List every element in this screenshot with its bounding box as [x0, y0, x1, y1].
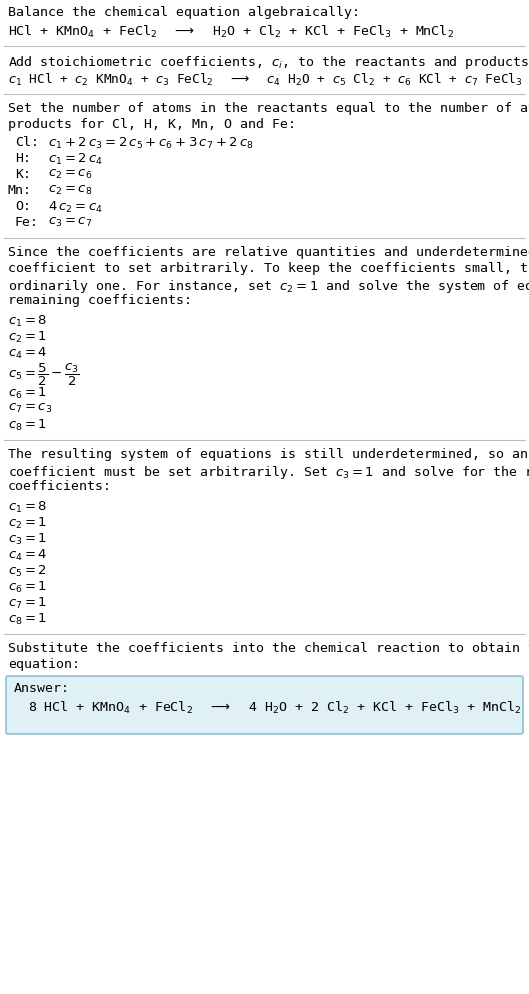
Text: $c_7 = c_3$: $c_7 = c_3$	[8, 402, 52, 415]
Text: $c_7 = 1$: $c_7 = 1$	[8, 596, 47, 611]
Text: $c_3 = c_7$: $c_3 = c_7$	[48, 216, 92, 229]
Text: $c_3 = 1$: $c_3 = 1$	[8, 532, 47, 547]
Text: Balance the chemical equation algebraically:: Balance the chemical equation algebraica…	[8, 6, 360, 19]
Text: $c_1$ HCl + $c_2$ KMnO$_4$ + $c_3$ FeCl$_2$  $\longrightarrow$  $c_4$ H$_2$O + $: $c_1$ HCl + $c_2$ KMnO$_4$ + $c_3$ FeCl$…	[8, 72, 529, 88]
Text: $c_2 = 1$: $c_2 = 1$	[8, 516, 47, 531]
Text: Mn:: Mn:	[8, 184, 32, 197]
Text: $c_1 = 8$: $c_1 = 8$	[8, 314, 47, 329]
Text: $c_2 = 1$: $c_2 = 1$	[8, 330, 47, 345]
Text: coefficient to set arbitrarily. To keep the coefficients small, the arbitrary va: coefficient to set arbitrarily. To keep …	[8, 262, 529, 275]
Text: products for Cl, H, K, Mn, O and Fe:: products for Cl, H, K, Mn, O and Fe:	[8, 118, 296, 131]
Text: H:: H:	[15, 152, 31, 165]
Text: ordinarily one. For instance, set $c_2 = 1$ and solve the system of equations fo: ordinarily one. For instance, set $c_2 =…	[8, 278, 529, 295]
Text: $c_1 + 2\,c_3 = 2\,c_5 + c_6 + 3\,c_7 + 2\,c_8$: $c_1 + 2\,c_3 = 2\,c_5 + c_6 + 3\,c_7 + …	[48, 136, 254, 151]
Text: $c_2 = c_6$: $c_2 = c_6$	[48, 168, 93, 181]
Text: $c_4 = 4$: $c_4 = 4$	[8, 548, 48, 563]
Text: Fe:: Fe:	[15, 216, 39, 229]
Text: $c_8 = 1$: $c_8 = 1$	[8, 612, 47, 627]
Text: $c_6 = 1$: $c_6 = 1$	[8, 386, 47, 402]
Text: $c_6 = 1$: $c_6 = 1$	[8, 580, 47, 595]
Text: equation:: equation:	[8, 658, 80, 671]
Text: K:: K:	[15, 168, 31, 181]
Text: The resulting system of equations is still underdetermined, so an additional: The resulting system of equations is sti…	[8, 448, 529, 461]
FancyBboxPatch shape	[6, 676, 523, 734]
Text: Add stoichiometric coefficients, $c_i$, to the reactants and products:: Add stoichiometric coefficients, $c_i$, …	[8, 54, 529, 71]
Text: $4\,c_2 = c_4$: $4\,c_2 = c_4$	[48, 200, 103, 215]
Text: $c_8 = 1$: $c_8 = 1$	[8, 418, 47, 433]
Text: $c_2 = c_8$: $c_2 = c_8$	[48, 184, 93, 197]
Text: $c_1 = 8$: $c_1 = 8$	[8, 500, 47, 515]
Text: Set the number of atoms in the reactants equal to the number of atoms in the: Set the number of atoms in the reactants…	[8, 102, 529, 115]
Text: O:: O:	[15, 200, 31, 213]
Text: Since the coefficients are relative quantities and underdetermined, choose a: Since the coefficients are relative quan…	[8, 246, 529, 259]
Text: Substitute the coefficients into the chemical reaction to obtain the balanced: Substitute the coefficients into the che…	[8, 642, 529, 655]
Text: coefficient must be set arbitrarily. Set $c_3 = 1$ and solve for the remaining: coefficient must be set arbitrarily. Set…	[8, 464, 529, 481]
Text: Cl:: Cl:	[15, 136, 39, 149]
Text: $c_1 = 2\,c_4$: $c_1 = 2\,c_4$	[48, 152, 103, 167]
Text: 8 HCl + KMnO$_4$ + FeCl$_2$  $\longrightarrow$  4 H$_2$O + 2 Cl$_2$ + KCl + FeCl: 8 HCl + KMnO$_4$ + FeCl$_2$ $\longrighta…	[28, 700, 522, 716]
Text: Answer:: Answer:	[14, 682, 70, 695]
Text: HCl + KMnO$_4$ + FeCl$_2$  $\longrightarrow$  H$_2$O + Cl$_2$ + KCl + FeCl$_3$ +: HCl + KMnO$_4$ + FeCl$_2$ $\longrightarr…	[8, 24, 454, 40]
Text: $c_5 = \dfrac{5}{2} - \dfrac{c_3}{2}$: $c_5 = \dfrac{5}{2} - \dfrac{c_3}{2}$	[8, 362, 80, 389]
Text: $c_5 = 2$: $c_5 = 2$	[8, 564, 47, 580]
Text: $c_4 = 4$: $c_4 = 4$	[8, 346, 48, 361]
Text: remaining coefficients:: remaining coefficients:	[8, 294, 192, 307]
Text: coefficients:: coefficients:	[8, 480, 112, 493]
